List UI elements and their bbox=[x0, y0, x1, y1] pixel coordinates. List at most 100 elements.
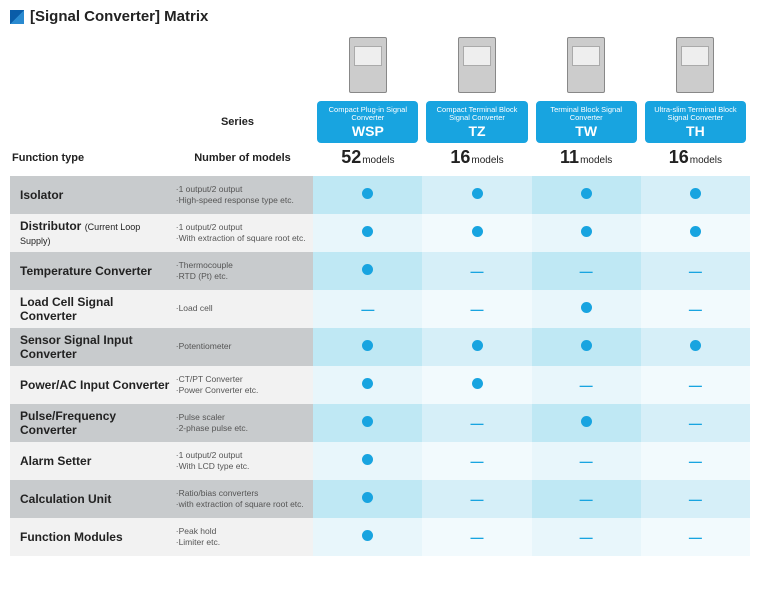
page-title: [Signal Converter] Matrix bbox=[30, 8, 208, 25]
dot-icon bbox=[581, 302, 592, 313]
dot-icon bbox=[362, 378, 373, 389]
title-icon bbox=[10, 10, 24, 24]
function-desc: ·Ratio/bias converters·with extraction o… bbox=[172, 480, 314, 518]
dot-icon bbox=[690, 226, 701, 237]
function-name: Power/AC Input Converter bbox=[10, 366, 172, 404]
availability-cell bbox=[641, 328, 750, 366]
availability-cell bbox=[313, 328, 422, 366]
product-image-tw bbox=[567, 37, 605, 93]
dash-icon: — bbox=[471, 492, 484, 507]
availability-cell bbox=[422, 176, 531, 214]
dot-icon bbox=[472, 378, 483, 389]
series-cell: Compact Plug-in Signal Converter WSP bbox=[313, 101, 422, 143]
fn-name-text: Calculation Unit bbox=[20, 492, 111, 506]
availability-cell bbox=[313, 176, 422, 214]
product-image-th bbox=[676, 37, 714, 93]
dot-icon bbox=[690, 188, 701, 199]
dash-icon: — bbox=[361, 302, 374, 317]
dash-icon: — bbox=[471, 454, 484, 469]
function-desc: ·1 output/2 output·With LCD type etc. bbox=[172, 442, 314, 480]
dash-icon: — bbox=[580, 530, 593, 545]
availability-cell: — bbox=[532, 366, 641, 404]
availability-cell: — bbox=[422, 480, 531, 518]
availability-cell: — bbox=[532, 480, 641, 518]
availability-cell bbox=[313, 518, 422, 556]
function-name: Function Modules bbox=[10, 518, 172, 556]
function-desc: ·1 output/2 output·High-speed response t… bbox=[172, 176, 314, 214]
availability-cell bbox=[532, 176, 641, 214]
availability-cell: — bbox=[532, 252, 641, 290]
function-name: Alarm Setter bbox=[10, 442, 172, 480]
fn-name-text: Alarm Setter bbox=[20, 454, 91, 468]
availability-cell: — bbox=[641, 366, 750, 404]
dash-icon: — bbox=[580, 454, 593, 469]
availability-cell bbox=[313, 404, 422, 442]
dash-icon: — bbox=[471, 264, 484, 279]
dot-icon bbox=[362, 226, 373, 237]
dot-icon bbox=[362, 264, 373, 275]
fn-name-text: Isolator bbox=[20, 188, 63, 202]
function-name: Distributor (Current Loop Supply) bbox=[10, 214, 172, 252]
dash-icon: — bbox=[689, 378, 702, 393]
series-code: TH bbox=[647, 123, 744, 139]
series-code: TZ bbox=[428, 123, 525, 139]
dot-icon bbox=[472, 340, 483, 351]
availability-cell: — bbox=[532, 518, 641, 556]
fn-name-text: Function Modules bbox=[20, 530, 123, 544]
availability-cell bbox=[313, 252, 422, 290]
availability-cell: — bbox=[422, 252, 531, 290]
availability-cell: — bbox=[641, 290, 750, 328]
fn-name-text: Distributor bbox=[20, 219, 81, 233]
series-cell: Terminal Block Signal Converter TW bbox=[532, 101, 641, 143]
function-name: Sensor Signal Input Converter bbox=[10, 328, 172, 366]
table-row: Distributor (Current Loop Supply)·1 outp… bbox=[10, 214, 750, 252]
function-name: Load Cell Signal Converter bbox=[10, 290, 172, 328]
dot-icon bbox=[581, 416, 592, 427]
table-row: Function Modules·Peak hold·Limiter etc.—… bbox=[10, 518, 750, 556]
availability-cell: — bbox=[422, 518, 531, 556]
model-count-cell: 16models bbox=[641, 143, 750, 176]
dash-icon: — bbox=[471, 530, 484, 545]
availability-cell: — bbox=[422, 404, 531, 442]
function-name: Pulse/Frequency Converter bbox=[10, 404, 172, 442]
dash-icon: — bbox=[689, 416, 702, 431]
series-caption: Ultra-slim Terminal Block Signal Convert… bbox=[647, 106, 744, 123]
fn-name-text: Load Cell Signal Converter bbox=[20, 295, 113, 323]
matrix-container: [Signal Converter] Matrix Series Compact… bbox=[0, 0, 760, 564]
dot-icon bbox=[362, 492, 373, 503]
dot-icon bbox=[581, 226, 592, 237]
table-row: Temperature Converter·Thermocouple·RTD (… bbox=[10, 252, 750, 290]
dot-icon bbox=[362, 416, 373, 427]
availability-cell: — bbox=[641, 404, 750, 442]
fn-name-text: Temperature Converter bbox=[20, 264, 152, 278]
model-count: 16 bbox=[669, 147, 689, 167]
series-box-wsp: Compact Plug-in Signal Converter WSP bbox=[317, 101, 418, 143]
availability-cell: — bbox=[422, 290, 531, 328]
series-caption: Compact Terminal Block Signal Converter bbox=[428, 106, 525, 123]
model-suffix: models bbox=[690, 155, 722, 166]
availability-cell bbox=[532, 404, 641, 442]
series-box-tw: Terminal Block Signal Converter TW bbox=[536, 101, 637, 143]
dash-icon: — bbox=[580, 378, 593, 393]
dash-icon: — bbox=[689, 530, 702, 545]
availability-cell: — bbox=[641, 442, 750, 480]
matrix-table: Series Compact Plug-in Signal Converter … bbox=[10, 31, 750, 556]
function-desc: ·Pulse scaler·2-phase pulse etc. bbox=[172, 404, 314, 442]
series-cell: Compact Terminal Block Signal Converter … bbox=[422, 101, 531, 143]
model-count: 16 bbox=[450, 147, 470, 167]
fn-name-text: Power/AC Input Converter bbox=[20, 378, 169, 392]
model-count-cell: 16models bbox=[422, 143, 531, 176]
function-desc: ·Potentiometer bbox=[172, 328, 314, 366]
model-suffix: models bbox=[471, 155, 503, 166]
availability-cell bbox=[422, 328, 531, 366]
dash-icon: — bbox=[689, 454, 702, 469]
model-count: 11 bbox=[560, 147, 579, 167]
series-code: WSP bbox=[319, 123, 416, 139]
availability-cell bbox=[422, 366, 531, 404]
dash-icon: — bbox=[580, 264, 593, 279]
number-of-models-label: Number of models bbox=[172, 143, 314, 176]
availability-cell bbox=[313, 214, 422, 252]
dot-icon bbox=[362, 340, 373, 351]
product-image-wsp bbox=[349, 37, 387, 93]
table-row: Calculation Unit ·Ratio/bias converters·w… bbox=[10, 480, 750, 518]
